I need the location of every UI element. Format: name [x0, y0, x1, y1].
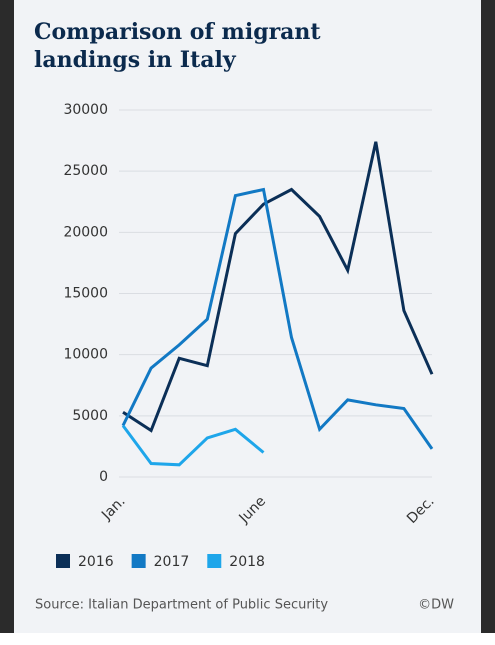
legend-swatch: [56, 554, 70, 568]
y-tick-label: 0: [99, 469, 108, 485]
y-tick-label: 15000: [63, 286, 108, 302]
legend-label: 2018: [229, 554, 265, 570]
line-series: [122, 141, 434, 433]
y-tick-label: 10000: [63, 347, 108, 363]
legend-swatch: [131, 554, 146, 568]
card: Comparison of migrant landings in Italy: [14, 0, 481, 633]
legend-swatch: [207, 554, 222, 568]
x-tick-label: Dec.: [404, 493, 438, 527]
line-series: [121, 424, 265, 467]
legend-label: 2016: [78, 554, 114, 570]
x-tick-label: Jan.: [98, 493, 128, 523]
source: Source: Italian Department of Public Sec…: [35, 598, 328, 613]
legend-label: 2017: [154, 554, 190, 570]
line-series: [121, 187, 434, 450]
chart-title: Comparison of migrant landings in Italy: [34, 19, 321, 73]
x-tick-label: June: [236, 493, 270, 527]
credit: ©DW: [418, 598, 454, 613]
y-tick-label: 5000: [72, 408, 108, 424]
y-tick-label: 25000: [63, 163, 108, 179]
y-tick-label: 20000: [63, 224, 108, 240]
y-tick-label: 30000: [63, 102, 108, 118]
